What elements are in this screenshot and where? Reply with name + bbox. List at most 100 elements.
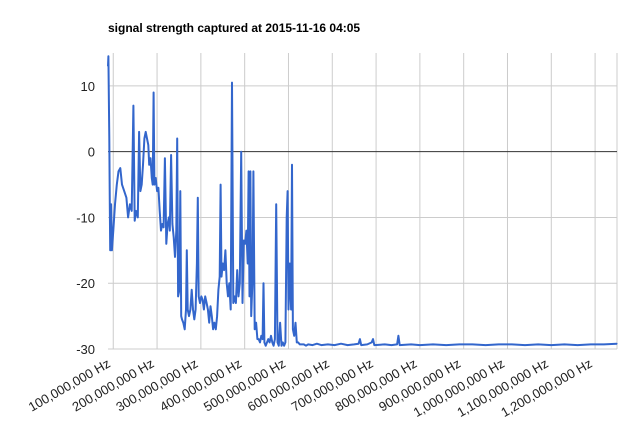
data-point [135,210,137,212]
data-point [256,338,258,340]
data-point [139,190,141,192]
data-point [211,315,213,317]
data-point [359,338,361,340]
data-point [260,335,262,337]
data-point [358,343,360,345]
data-point [110,203,112,205]
data-point [157,187,159,189]
data-point [138,131,140,133]
data-point [262,282,265,284]
data-point [142,164,144,166]
data-point [524,344,526,346]
data-point [152,184,154,186]
data-point [209,305,212,307]
data-point [178,289,180,291]
data-point [199,302,201,304]
data-point [164,157,166,159]
data-point [149,157,152,159]
data-point [498,343,500,345]
data-point [107,55,109,57]
data-point [305,345,307,347]
data-point [223,269,225,271]
data-point [132,105,134,107]
data-point [283,345,285,347]
data-point [220,184,222,186]
y-tick-label: -30 [76,342,95,357]
data-point [234,295,236,297]
data-point [196,262,198,265]
data-point [148,164,150,166]
series-line [107,55,618,347]
data-point [287,308,290,311]
chart-title: signal strength captured at 2015-11-16 0… [108,21,361,35]
data-point [485,344,487,346]
data-point [237,295,240,297]
data-point [280,345,283,347]
data-point [265,345,267,347]
data-point [397,335,399,337]
data-point [273,345,275,347]
data-point [147,144,149,146]
data-point [173,236,175,238]
data-point [419,344,421,346]
data-point [267,338,269,340]
data-point [230,308,232,311]
series-layer [107,55,618,347]
data-point [125,197,127,199]
data-point [294,322,297,324]
data-point [174,256,176,258]
data-point [213,322,215,324]
data-point [216,315,218,317]
data-point [134,220,136,222]
data-point [390,344,392,346]
data-point [207,308,209,311]
data-point [244,243,246,245]
data-point [193,318,195,320]
data-point [185,308,187,311]
data-point [153,184,155,186]
data-point [410,343,412,345]
data-point [372,338,374,340]
data-point [432,343,434,345]
data-point [203,308,205,311]
data-point [160,230,162,232]
data-point [249,170,251,172]
data-point [262,338,264,340]
data-point [248,295,251,297]
data-point [232,302,234,304]
data-point [269,341,271,343]
data-point [291,164,293,166]
data-point [603,343,605,345]
data-point [360,344,362,346]
data-point [108,137,110,140]
data-point [114,203,116,205]
data-point [241,302,244,304]
data-point [220,276,223,278]
data-point [129,203,131,205]
data-point [616,343,618,345]
data-point [333,344,336,346]
data-point [153,91,155,94]
data-point [206,302,208,304]
data-point [123,190,125,192]
data-point [186,249,188,251]
data-point [191,289,193,291]
data-point [163,226,165,228]
data-point [279,322,281,324]
data-point [289,262,291,265]
data-point [307,343,309,345]
data-point [212,328,214,330]
data-point [445,344,447,346]
data-point [119,167,121,169]
data-point [263,341,265,343]
data-point [155,177,157,179]
data-point [165,243,167,245]
data-point [189,308,191,311]
data-point [270,335,272,337]
data-point [347,344,349,346]
data-point [371,341,373,343]
data-point [177,295,179,297]
data-point [247,262,249,265]
data-point [266,341,268,343]
data-point [159,210,161,212]
